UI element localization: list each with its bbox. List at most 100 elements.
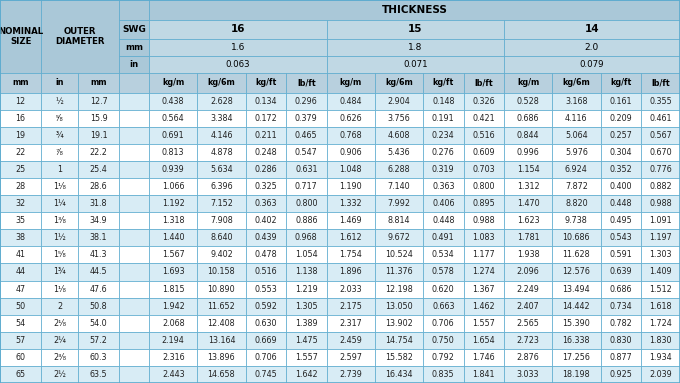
Text: 1¾: 1¾ [53, 267, 66, 277]
Text: 0.257: 0.257 [609, 131, 632, 140]
Bar [197, 93, 245, 110]
Text: 34.9: 34.9 [90, 216, 107, 225]
Bar [423, 229, 464, 246]
Bar [149, 39, 326, 56]
Bar [375, 161, 423, 178]
Text: 0.800: 0.800 [473, 182, 495, 191]
Text: 22.2: 22.2 [90, 148, 107, 157]
Text: 0.553: 0.553 [254, 285, 277, 294]
Bar [600, 178, 641, 195]
Bar [326, 366, 375, 383]
Bar [286, 332, 326, 349]
Bar [504, 127, 552, 144]
Bar [119, 127, 149, 144]
Text: 11.652: 11.652 [207, 302, 235, 311]
Text: 0.939: 0.939 [162, 165, 184, 174]
Bar [375, 229, 423, 246]
Text: 0.567: 0.567 [649, 131, 672, 140]
Bar [41, 195, 78, 212]
Bar [119, 161, 149, 178]
Bar [375, 127, 423, 144]
Text: 2.597: 2.597 [339, 353, 362, 362]
Bar [464, 349, 504, 366]
Text: 0.592: 0.592 [254, 302, 277, 311]
Text: 1.6: 1.6 [231, 43, 245, 52]
Bar [423, 195, 464, 212]
Text: 25.4: 25.4 [90, 165, 107, 174]
Text: 60.3: 60.3 [90, 353, 107, 362]
Text: 0.172: 0.172 [254, 114, 277, 123]
Text: 2¹⁄₈: 2¹⁄₈ [53, 319, 66, 328]
Bar [245, 212, 286, 229]
Text: 0.968: 0.968 [295, 233, 318, 242]
Bar [245, 349, 286, 366]
Bar [197, 315, 245, 332]
Text: 15.9: 15.9 [90, 114, 107, 123]
Text: 16: 16 [231, 25, 245, 34]
Text: 0.669: 0.669 [254, 336, 277, 345]
Text: 28.6: 28.6 [90, 182, 107, 191]
Text: 7.992: 7.992 [388, 199, 411, 208]
Bar [464, 246, 504, 264]
Text: 1.048: 1.048 [339, 165, 362, 174]
Text: 1.724: 1.724 [649, 319, 672, 328]
Bar [286, 298, 326, 315]
Text: 6.924: 6.924 [565, 165, 588, 174]
Bar [149, 144, 197, 161]
Bar [119, 20, 149, 39]
Text: 1³⁄₈: 1³⁄₈ [53, 216, 66, 225]
Bar [245, 144, 286, 161]
Bar [326, 144, 375, 161]
Bar [197, 246, 245, 264]
Bar [78, 280, 119, 298]
Text: 2: 2 [57, 302, 62, 311]
Text: 2.904: 2.904 [388, 97, 410, 106]
Bar [197, 212, 245, 229]
Bar [41, 93, 78, 110]
Text: 1.440: 1.440 [162, 233, 184, 242]
Bar [78, 178, 119, 195]
Text: 12.576: 12.576 [562, 267, 590, 277]
Bar [149, 315, 197, 332]
Bar [0, 246, 41, 264]
Bar [423, 298, 464, 315]
Bar [464, 280, 504, 298]
Bar [119, 110, 149, 127]
Text: 0.691: 0.691 [162, 131, 184, 140]
Text: 1.557: 1.557 [473, 319, 495, 328]
Text: 1⁵⁄₈: 1⁵⁄₈ [53, 250, 66, 259]
Text: 4.116: 4.116 [565, 114, 588, 123]
Bar [149, 349, 197, 366]
Bar [464, 93, 504, 110]
Bar [600, 315, 641, 332]
Text: 57.2: 57.2 [90, 336, 107, 345]
Bar [286, 195, 326, 212]
Bar [197, 178, 245, 195]
Text: 1.654: 1.654 [473, 336, 495, 345]
Bar [464, 315, 504, 332]
Bar [552, 229, 600, 246]
Bar [245, 93, 286, 110]
Text: 1¹⁄₈: 1¹⁄₈ [53, 182, 66, 191]
Bar [149, 229, 197, 246]
Bar [552, 315, 600, 332]
Text: 7.152: 7.152 [210, 199, 233, 208]
Text: 0.626: 0.626 [339, 114, 362, 123]
Text: 0.484: 0.484 [339, 97, 362, 106]
Text: 0.717: 0.717 [295, 182, 318, 191]
Bar [0, 93, 41, 110]
Bar [149, 178, 197, 195]
Text: 0.800: 0.800 [295, 199, 318, 208]
Text: 0.191: 0.191 [432, 114, 455, 123]
Text: 0.630: 0.630 [254, 319, 277, 328]
Text: 1.746: 1.746 [473, 353, 495, 362]
Text: 12: 12 [16, 97, 26, 106]
Text: 44: 44 [16, 267, 26, 277]
Text: 0.578: 0.578 [432, 267, 455, 277]
Text: 9.738: 9.738 [565, 216, 588, 225]
Text: 25: 25 [16, 165, 26, 174]
Text: 0.363: 0.363 [432, 182, 454, 191]
Bar [119, 73, 149, 93]
Text: 1¹⁄₈: 1¹⁄₈ [53, 285, 66, 294]
Bar [504, 56, 680, 73]
